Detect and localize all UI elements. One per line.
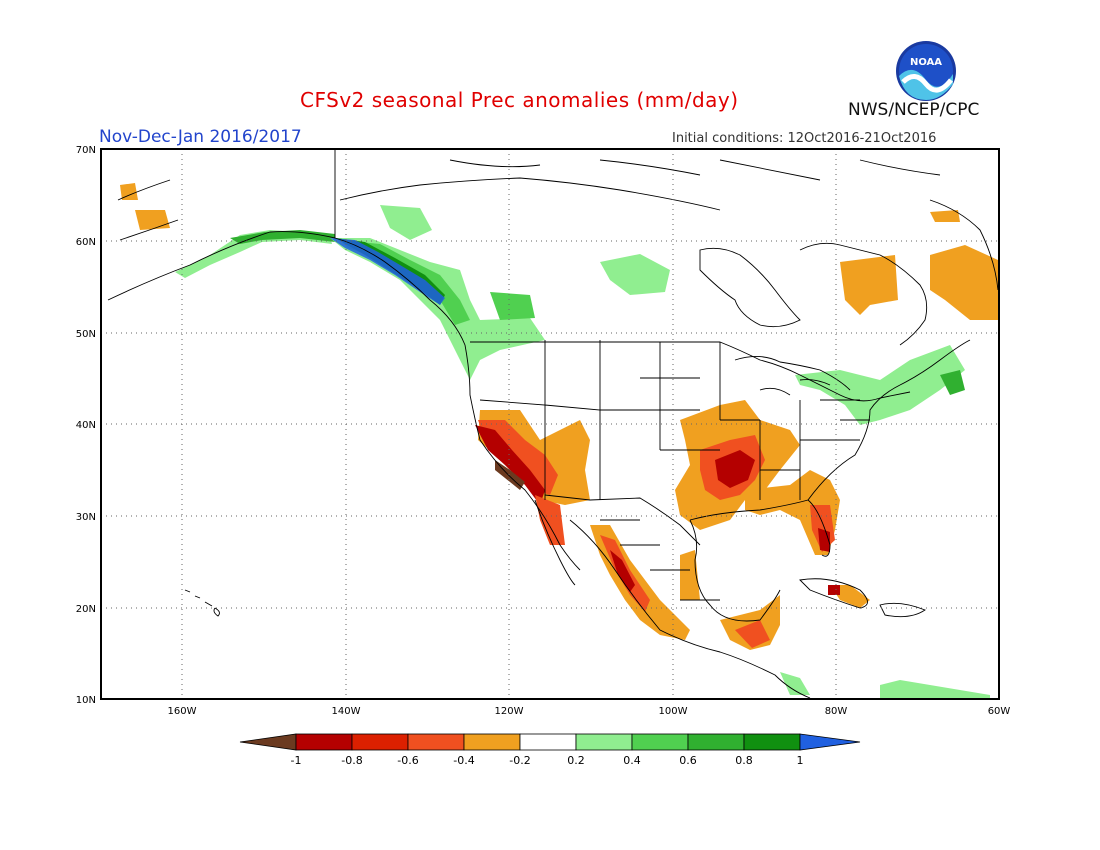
anomaly-wet-maritimes xyxy=(940,370,965,395)
coast-northeast xyxy=(899,339,971,386)
lat-label: 60N xyxy=(76,237,96,248)
anomaly-dry-cuba-strong xyxy=(828,585,840,595)
colorbar-cell xyxy=(239,733,297,751)
lon-label: 120W xyxy=(495,706,524,717)
colorbar-cell xyxy=(631,733,689,751)
colorbar-tick: 1 xyxy=(797,754,804,767)
coast-hispaniola xyxy=(879,602,926,618)
anomaly-wet-yukon xyxy=(380,205,432,240)
anomaly-dry-southcentral-strong xyxy=(715,450,755,488)
anomaly-wet-caribbean xyxy=(880,680,990,699)
colorbar-tick: -0.8 xyxy=(341,754,362,767)
border-mexico-states xyxy=(600,519,720,601)
anomaly-wet-panama xyxy=(780,672,810,695)
anomaly-dry-bering xyxy=(135,210,170,230)
colorbar-cell xyxy=(407,733,465,751)
noaa-logo: NOAA xyxy=(895,40,957,102)
border-states-east xyxy=(719,342,870,500)
anomaly-very-dry-california xyxy=(495,460,525,490)
map-content xyxy=(101,149,999,699)
colorbar-cell xyxy=(687,733,745,751)
initial-conditions: Initial conditions: 12Oct2016-21Oct2016 xyxy=(672,131,937,146)
colorbar-cell xyxy=(743,733,801,751)
anomaly-dry-greenland-sw xyxy=(930,245,998,320)
coast-arctic xyxy=(339,159,941,211)
coast-alaska xyxy=(107,179,336,301)
anomaly-dry-labrador xyxy=(840,255,898,315)
anomaly-very-wet-bc xyxy=(330,238,445,305)
colorbar-ticks: -1 -0.8 -0.6 -0.4 -0.2 0.2 0.4 0.6 0.8 1 xyxy=(291,754,804,767)
coast-greenland xyxy=(929,199,999,291)
anomaly-wet-northeast xyxy=(795,345,965,425)
colorbar-tick: -0.6 xyxy=(397,754,418,767)
anomaly-dry-chukotka xyxy=(120,183,138,200)
latitude-labels: 70N 60N 50N 40N 30N 20N 10N xyxy=(76,145,96,706)
lon-label: 160W xyxy=(168,706,197,717)
lat-label: 70N xyxy=(76,145,96,156)
coast-baja xyxy=(534,499,576,586)
border-great-lakes xyxy=(734,356,851,396)
lon-label: 100W xyxy=(659,706,688,717)
border-states-west xyxy=(479,340,720,500)
border-us-mexico xyxy=(544,494,701,546)
anomaly-fields xyxy=(120,183,998,699)
colorbar-tick: -1 xyxy=(291,754,302,767)
lon-label: 80W xyxy=(825,706,848,717)
chart-title: CFSv2 seasonal Prec anomalies (mm/day) xyxy=(300,88,739,112)
anomaly-dry-baffin xyxy=(930,210,960,222)
anomaly-dry-mexico-west-strong xyxy=(610,550,635,592)
coast-west xyxy=(334,237,581,571)
colorbar-tick: 0.6 xyxy=(679,754,697,767)
coast-labrador xyxy=(799,242,928,346)
colorbar-cell xyxy=(799,733,861,751)
colorbar-tick: 0.2 xyxy=(567,754,585,767)
lat-label: 40N xyxy=(76,420,96,431)
map-frame xyxy=(100,148,1000,700)
coast-mexico-west xyxy=(569,519,811,699)
colorbar-tick: 0.8 xyxy=(735,754,753,767)
colorbar-cell xyxy=(351,733,409,751)
coast-gulf xyxy=(689,384,901,622)
colorbar-tick: -0.4 xyxy=(453,754,474,767)
forecast-period: Nov-Dec-Jan 2016/2017 xyxy=(99,127,302,147)
lon-label: 60W xyxy=(988,706,1011,717)
longitude-labels: 160W 140W 120W 100W 80W 60W xyxy=(168,706,1011,717)
colorbar-tick: -0.2 xyxy=(509,754,530,767)
colorbar-cell xyxy=(463,733,521,751)
coast-hawaii xyxy=(184,589,220,617)
noaa-logo-text: NOAA xyxy=(910,57,942,68)
boundaries xyxy=(107,150,999,699)
colorbar-cell xyxy=(295,733,353,751)
colorbar-tick: 0.4 xyxy=(623,754,641,767)
coast-cuba xyxy=(799,578,868,609)
anomaly-dry-central-america-medium xyxy=(735,620,770,648)
colorbar-cell xyxy=(519,733,577,751)
lat-label: 20N xyxy=(76,604,96,615)
lon-label: 140W xyxy=(332,706,361,717)
lat-label: 50N xyxy=(76,329,96,340)
anomaly-dry-baja xyxy=(535,495,565,545)
lat-label: 30N xyxy=(76,512,96,523)
graticule xyxy=(101,149,999,699)
anomaly-wet-bc-coast xyxy=(330,238,545,380)
coast-hudson-bay xyxy=(699,247,801,328)
colorbar: -1 -0.8 -0.6 -0.4 -0.2 0.2 0.4 0.6 0.8 1 xyxy=(239,733,861,767)
organization-label: NWS/NCEP/CPC xyxy=(848,100,980,120)
anomaly-wet-hudson-west xyxy=(600,254,670,295)
lat-label: 10N xyxy=(76,695,96,706)
colorbar-cell xyxy=(575,733,633,751)
anomaly-dry-california-strong xyxy=(475,425,545,505)
anomaly-wet-alberta xyxy=(490,292,535,320)
